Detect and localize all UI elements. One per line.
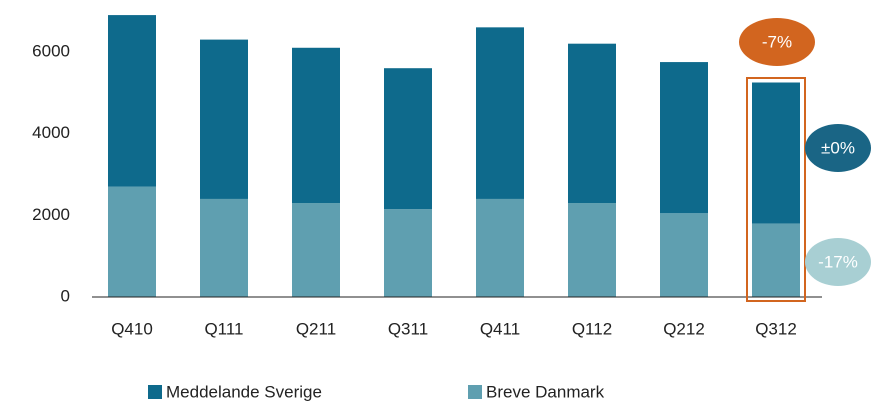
bar-segment	[108, 186, 156, 297]
annotation-bubble	[805, 238, 871, 286]
bar-segment	[660, 213, 708, 297]
x-tick-label: Q112	[572, 319, 612, 338]
bar-segment	[292, 47, 340, 204]
bar-segment	[476, 27, 524, 199]
legend-label: Breve Danmark	[486, 382, 605, 401]
x-tick-label: Q111	[204, 319, 243, 338]
x-tick-label: Q311	[388, 319, 428, 338]
bar-segment	[108, 15, 156, 187]
bar-segment	[568, 203, 616, 297]
bar-segment	[384, 68, 432, 210]
y-tick-label: 4000	[32, 123, 70, 142]
x-tick-label: Q312	[755, 319, 797, 338]
bar-segment	[660, 62, 708, 214]
x-tick-label: Q211	[296, 319, 336, 338]
x-tick-label: Q410	[111, 319, 153, 338]
highlight-box	[746, 77, 806, 302]
legend-swatch	[148, 385, 162, 399]
bar-segment	[292, 203, 340, 297]
x-tick-label: Q212	[663, 319, 705, 338]
x-tick-label: Q411	[480, 319, 520, 338]
legend-label: Meddelande Sverige	[166, 382, 322, 401]
y-tick-label: 6000	[32, 41, 70, 60]
legend-swatch	[468, 385, 482, 399]
annotation-bubble	[739, 18, 815, 66]
bar-segment	[476, 198, 524, 297]
bar-segment	[752, 223, 800, 297]
bar-segment	[200, 198, 248, 297]
bar-segment	[568, 43, 616, 204]
annotation-text: -17%	[818, 252, 858, 271]
annotation-text: -7%	[762, 32, 792, 51]
y-tick-label: 2000	[32, 205, 70, 224]
y-tick-label: 0	[61, 286, 70, 305]
bar-segment	[200, 39, 248, 199]
annotation-text: ±0%	[821, 138, 855, 157]
bar-segment	[384, 209, 432, 297]
annotation-bubble	[805, 124, 871, 172]
bar-segment	[752, 82, 800, 224]
